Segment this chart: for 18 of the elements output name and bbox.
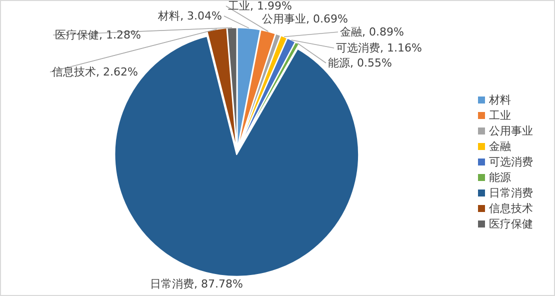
legend-label: 信息技术 (489, 202, 533, 215)
legend-label: 能源 (489, 171, 511, 184)
legend-label: 材料 (488, 94, 511, 106)
legend-label: 金融 (489, 140, 511, 153)
legend-label: 公用事业 (489, 124, 533, 138)
data-label: 公用事业, 0.69% (262, 12, 348, 26)
data-label: 医疗保健, 1.28% (55, 28, 141, 42)
data-label: 信息技术, 2.62% (52, 66, 138, 78)
data-label: 金融, 0.89% (340, 26, 404, 38)
legend-label: 医疗保健 (489, 218, 533, 230)
legend-label: 工业 (489, 109, 511, 122)
legend-label: 日常消费 (489, 186, 533, 200)
data-label: 材料, 3.04% (157, 10, 222, 22)
legend-label: 可选消费 (489, 156, 533, 168)
data-label: 可选消费, 1.16% (336, 42, 422, 54)
data-label: 能源, 0.55% (328, 56, 392, 70)
data-label: 工业, 1.99% (228, 0, 292, 12)
data-label: 日常消费, 87.78% (150, 278, 243, 290)
